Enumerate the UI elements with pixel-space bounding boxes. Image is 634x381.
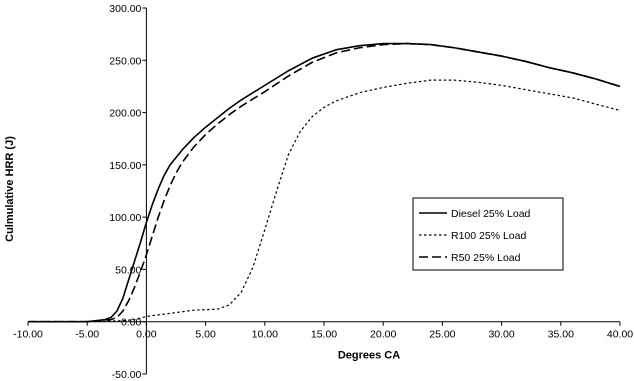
x-tick-label: 40.00 (607, 329, 633, 341)
series-line-1 (28, 42, 621, 323)
y-tick-label: 100.00 (109, 212, 141, 224)
y-tick-label: 0.00 (121, 317, 142, 329)
x-tick-label: 0.00 (136, 329, 157, 341)
x-tick-label: 15.00 (311, 329, 337, 341)
x-tick-label: 30.00 (488, 329, 514, 341)
y-tick-label: 250.00 (109, 55, 141, 67)
legend: Diesel 25% Load R100 25% Load R50 25% Load (412, 197, 564, 271)
x-tick-label: 5.00 (195, 329, 216, 341)
x-tick-label: 10.00 (252, 329, 278, 341)
legend-label-3: R50 25% Load (451, 252, 521, 264)
x-tick-label: 20.00 (370, 329, 396, 341)
x-tick-label: 25.00 (429, 329, 455, 341)
x-axis-title: Degrees CA (338, 350, 400, 362)
series-line-2 (28, 79, 621, 323)
legend-label-1: Diesel 25% Load (451, 208, 531, 220)
y-tick-label: 200.00 (109, 108, 141, 120)
y-tick-label: 300.00 (109, 3, 141, 15)
x-tick-label: -10.00 (13, 329, 43, 341)
x-tick-label: -5.00 (75, 329, 99, 341)
y-tick-label: 50.00 (115, 264, 141, 276)
y-tick-label: -50.00 (112, 369, 142, 381)
series-line-3 (28, 42, 621, 323)
axes (27, 7, 621, 375)
tick-labels: -10.00 -5.00 0.00 5.00 10.00 15.00 20.00 25.00 3… (13, 3, 633, 381)
legend-box (412, 197, 564, 271)
y-tick-label: 150.00 (109, 160, 141, 172)
x-tick-label: 35.00 (548, 329, 574, 341)
y-axis-title: Culmulative HRR (J) (4, 136, 16, 242)
plot-area (28, 42, 621, 323)
legend-label-2: R100 25% Load (451, 230, 526, 242)
